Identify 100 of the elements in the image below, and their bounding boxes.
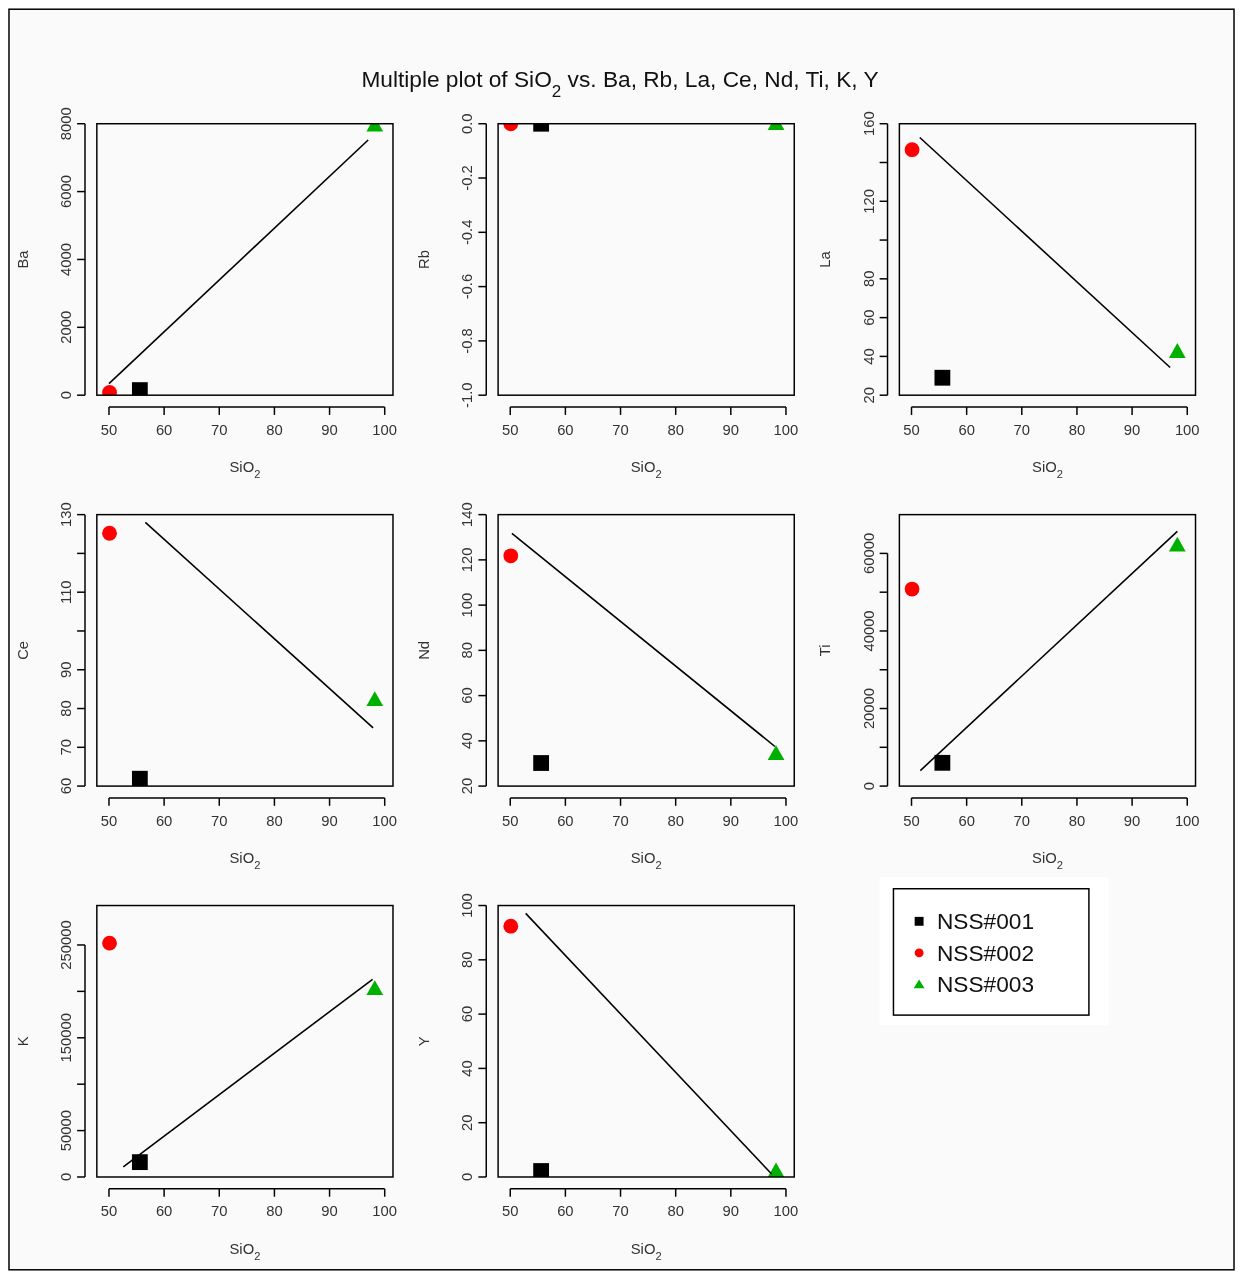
x-tick-label: 100 [773,812,799,829]
x-tick-label: 80 [1068,812,1086,829]
y-tick-label: 0 [58,391,75,400]
y-axis-title: Ce [14,640,31,660]
x-axis-title: SiO$_{2}$ [1032,459,1063,481]
x-tick-label: 90 [1123,812,1141,829]
y-tick-label: 50000 [58,1110,75,1152]
y-tick-label: 110 [58,580,75,604]
x-tick-label: 80 [266,812,283,829]
y-tick-label: 8000 [58,107,75,141]
x-axis-title: SiO$_{2}$ [229,459,261,481]
x-tick-label: 60 [958,812,975,829]
x-tick-label: 100 [1174,421,1200,438]
x-tick-label: 60 [557,1203,574,1220]
x-tick-label: 100 [372,421,398,438]
x-tick-label: 100 [372,812,398,829]
y-tick-label: 20 [459,1114,476,1131]
y-tick-label: 70 [58,739,75,756]
x-tick-label: 100 [372,1203,398,1220]
x-tick-label: 70 [1013,812,1031,829]
y-tick-label: 90 [58,661,75,678]
point [503,548,519,564]
x-tick-label: 80 [1068,421,1086,438]
x-tick-label: 70 [612,421,629,438]
y-tick-label: 80 [860,270,877,288]
legend-label: NSS#003 [936,971,1035,998]
x-tick-label: 90 [722,1203,740,1220]
point [904,581,920,597]
y-tick-label: 250000 [58,920,75,970]
x-tick-label: 50 [903,421,920,438]
legend-label: NSS#001 [936,908,1035,935]
y-tick-label: 0 [459,1172,476,1182]
x-tick-label: 90 [321,421,338,438]
y-tick-label: 80 [58,700,75,717]
x-tick-label: 80 [667,812,684,829]
y-tick-label: 20 [459,777,476,795]
y-tick-label: -1.0 [459,382,476,408]
y-tick-label: 2000 [58,310,75,344]
x-tick-label: 70 [211,421,228,438]
point [102,525,117,541]
y-tick-label: 0.0 [459,113,476,135]
y-tick-label: 100 [459,592,476,618]
x-tick-label: 60 [557,812,574,829]
x-tick-label: 60 [155,1203,173,1220]
y-axis-title: K [14,1036,31,1047]
x-tick-label: 50 [903,812,920,829]
y-tick-label: 40 [459,1060,476,1077]
point [1168,343,1186,358]
x-tick-label: 50 [100,1203,118,1220]
x-tick-label: 60 [155,421,173,438]
y-tick-label: -0.4 [459,219,476,246]
x-tick-label: 100 [1174,812,1200,829]
x-tick-label: 90 [1123,421,1141,438]
y-tick-label: 40 [860,348,877,365]
point [131,770,148,787]
y-tick-label: 140 [459,502,476,527]
point [366,980,384,995]
y-tick-label: 0 [58,1172,75,1182]
y-axis-title: Ti [817,644,834,657]
x-tick-label: 60 [958,421,975,438]
y-tick-label: 20 [860,386,877,404]
y-axis-title: Ba [14,249,31,269]
y-tick-label: 60 [459,1005,476,1023]
x-tick-label: 90 [722,421,740,438]
point [533,755,550,771]
y-tick-label: 120 [459,547,476,573]
x-tick-label: 70 [211,812,228,829]
y-tick-label: 4000 [58,242,75,276]
y-tick-label: 100 [459,893,476,918]
y-tick-label: 6000 [58,175,75,209]
x-tick-label: 50 [100,421,118,438]
point [934,754,951,771]
y-tick-label: -0.2 [459,165,476,191]
x-tick-label: 50 [502,1203,519,1220]
y-tick-label: 60 [58,777,75,795]
x-tick-label: 50 [502,812,519,829]
y-axis-title: Y [416,1036,433,1047]
legend-label: NSS#002 [936,939,1035,966]
x-tick-label: 90 [722,812,740,829]
x-tick-label: 80 [266,1203,283,1220]
y-tick-label: 150000 [58,1013,75,1063]
y-tick-label: 130 [58,502,75,527]
y-tick-label: 160 [860,111,877,137]
x-axis-title: SiO$_{2}$ [630,459,662,481]
y-tick-label: 0 [860,781,877,791]
point [904,142,920,158]
x-tick-label: 70 [211,1203,228,1220]
y-tick-label: 20000 [860,687,877,730]
point [131,382,148,396]
x-tick-label: 90 [321,812,338,829]
x-tick-label: 100 [773,421,799,438]
x-tick-label: 100 [773,1203,799,1220]
x-axis-title: SiO$_{2}$ [1032,850,1063,872]
x-tick-label: 70 [612,812,629,829]
x-axis-title: SiO$_{2}$ [630,1240,662,1262]
y-axis-title: La [817,250,834,268]
point [934,369,951,386]
point [1168,536,1186,552]
y-tick-label: 60000 [860,532,877,574]
x-axis-title: SiO$_{2}$ [229,1240,261,1262]
